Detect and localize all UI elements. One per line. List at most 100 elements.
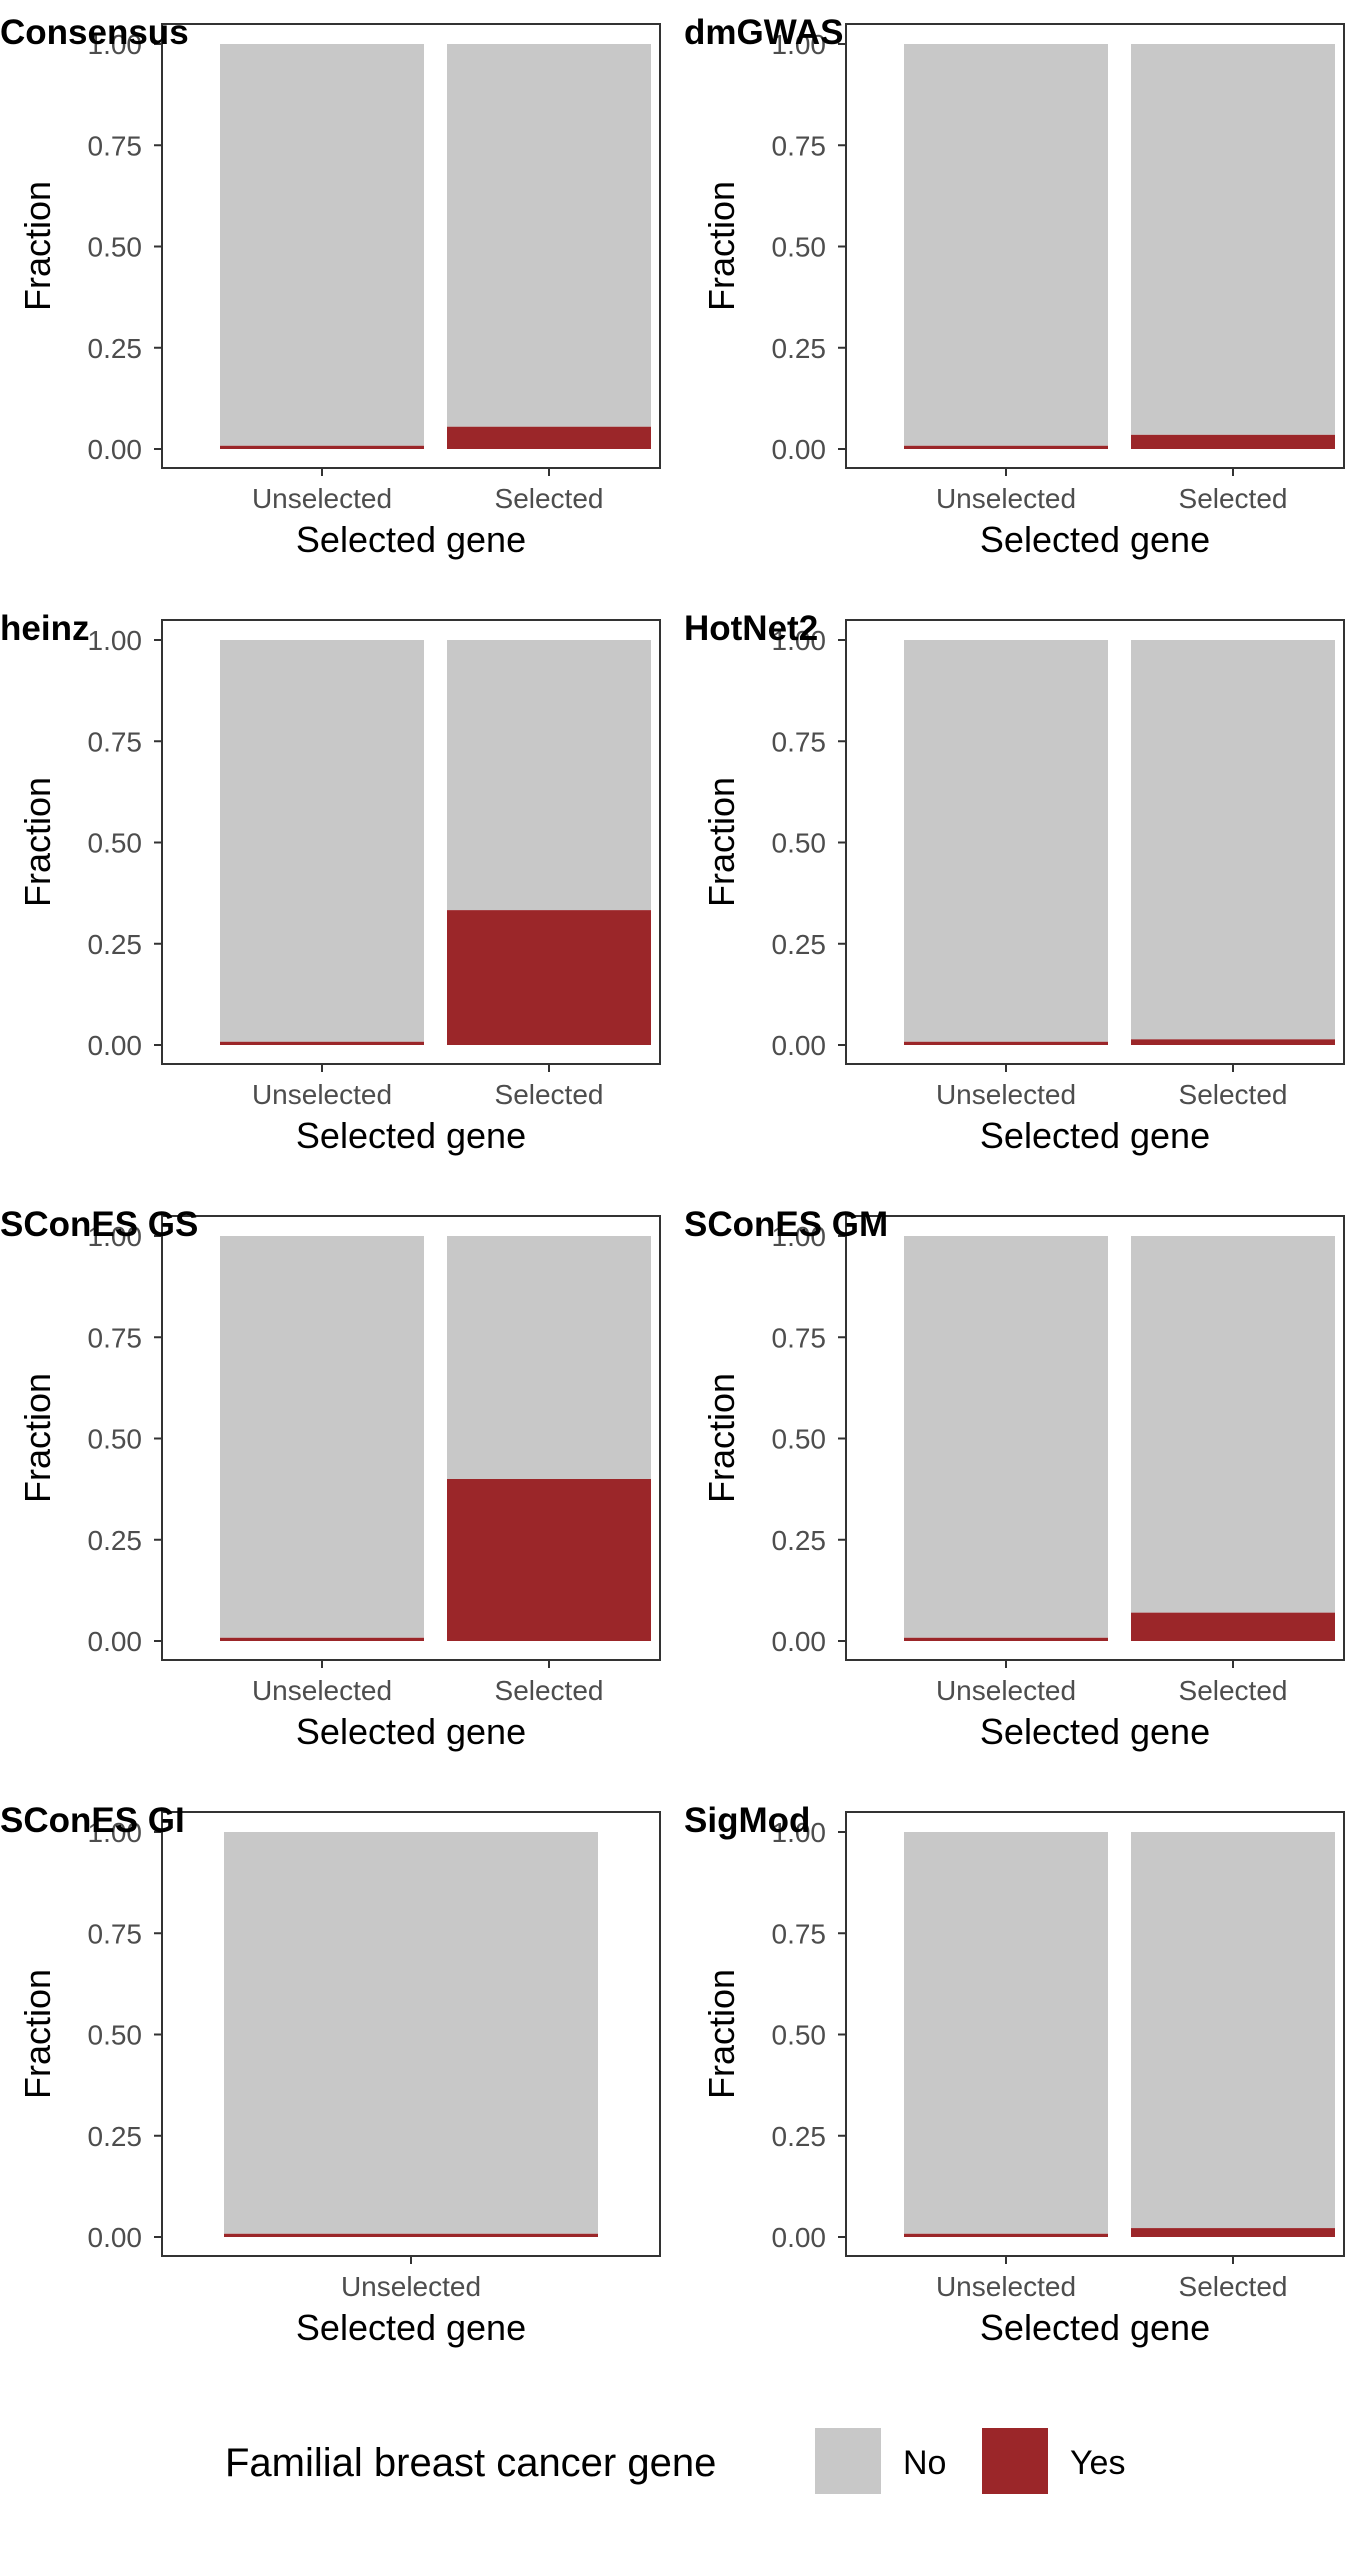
y-axis-title: Fraction xyxy=(701,1373,742,1503)
y-tick-label: 0.50 xyxy=(88,1424,143,1455)
legend-key-yes xyxy=(982,2428,1048,2494)
y-tick-label: 0.00 xyxy=(772,2222,827,2253)
y-tick-label: 0.00 xyxy=(772,1030,827,1061)
y-tick-label: 0.75 xyxy=(772,130,827,161)
bar-yes-heinz-selected xyxy=(447,910,651,1045)
y-tick-label: 0.75 xyxy=(88,1322,143,1353)
y-tick-label: 0.25 xyxy=(88,929,143,960)
y-tick-label: 0.50 xyxy=(88,232,143,263)
x-tick-label: Selected xyxy=(1179,483,1288,514)
x-axis-title: Selected gene xyxy=(980,2307,1210,2348)
bar-yes-consensus-unselected xyxy=(220,445,424,449)
y-tick-label: 1.00 xyxy=(88,1817,143,1848)
panel-title-dmgwas: dmGWAS xyxy=(684,13,843,52)
bar-no-hotnet2-selected xyxy=(1131,640,1335,1040)
y-tick-label: 0.75 xyxy=(772,1322,827,1353)
y-tick-label: 0.25 xyxy=(88,2121,143,2152)
x-tick-label: Unselected xyxy=(936,483,1076,514)
y-axis-title: Fraction xyxy=(17,181,58,311)
legend-title: Familial breast cancer gene xyxy=(225,2441,716,2485)
bar-no-scones-gs-unselected xyxy=(220,1236,424,1638)
bar-yes-scones-gi-unselected xyxy=(224,2233,598,2237)
y-tick-label: 0.25 xyxy=(772,333,827,364)
bar-yes-scones-gs-unselected xyxy=(220,1637,424,1641)
y-tick-label: 1.00 xyxy=(772,1817,827,1848)
x-tick-label: Unselected xyxy=(252,1079,392,1110)
bar-yes-sigmod-unselected xyxy=(904,2233,1108,2237)
panel-title-scones-gi: SConES GI xyxy=(0,1801,185,1840)
x-tick-label: Selected xyxy=(495,483,604,514)
bar-yes-consensus-selected xyxy=(447,426,651,449)
y-tick-label: 0.75 xyxy=(88,130,143,161)
panel-title-hotnet2: HotNet2 xyxy=(684,609,818,648)
legend-label-no: No xyxy=(903,2444,946,2482)
y-tick-label: 0.50 xyxy=(772,828,827,859)
bar-yes-hotnet2-selected xyxy=(1131,1039,1335,1045)
y-tick-label: 1.00 xyxy=(772,1221,827,1252)
y-tick-label: 0.75 xyxy=(772,1918,827,1949)
y-tick-label: 0.25 xyxy=(772,1525,827,1556)
x-axis-title: Selected gene xyxy=(980,1711,1210,1752)
bar-no-consensus-unselected xyxy=(220,44,424,446)
bar-yes-scones-gm-unselected xyxy=(904,1637,1108,1641)
y-tick-label: 0.00 xyxy=(88,1626,143,1657)
bar-no-scones-gs-selected xyxy=(447,1236,651,1479)
y-tick-label: 0.75 xyxy=(88,1918,143,1949)
bar-yes-heinz-unselected xyxy=(220,1041,424,1045)
x-tick-label: Unselected xyxy=(936,1079,1076,1110)
y-axis-title: Fraction xyxy=(17,1969,58,2099)
bar-yes-hotnet2-unselected xyxy=(904,1041,1108,1045)
y-tick-label: 0.00 xyxy=(88,434,143,465)
x-tick-label: Unselected xyxy=(936,1675,1076,1706)
legend-key-no xyxy=(815,2428,881,2494)
bar-no-dmgwas-selected xyxy=(1131,44,1335,435)
bar-no-hotnet2-unselected xyxy=(904,640,1108,1042)
x-axis-title: Selected gene xyxy=(296,1711,526,1752)
panel-title-consensus: Consensus xyxy=(0,13,189,52)
x-tick-label: Selected xyxy=(495,1675,604,1706)
y-tick-label: 0.00 xyxy=(88,2222,143,2253)
x-tick-label: Selected xyxy=(495,1079,604,1110)
x-axis-title: Selected gene xyxy=(980,1115,1210,1156)
bar-yes-scones-gs-selected xyxy=(447,1479,651,1641)
x-axis-title: Selected gene xyxy=(296,2307,526,2348)
y-tick-label: 1.00 xyxy=(772,625,827,656)
y-tick-label: 1.00 xyxy=(88,29,143,60)
bar-yes-scones-gm-selected xyxy=(1131,1612,1335,1641)
bar-yes-sigmod-selected xyxy=(1131,2228,1335,2237)
y-tick-label: 0.00 xyxy=(772,1626,827,1657)
bar-yes-dmgwas-unselected xyxy=(904,445,1108,449)
bar-no-consensus-selected xyxy=(447,44,651,427)
y-tick-label: 1.00 xyxy=(88,1221,143,1252)
panel-title-sigmod: SigMod xyxy=(684,1801,810,1840)
y-tick-label: 0.25 xyxy=(88,333,143,364)
bar-no-heinz-selected xyxy=(447,640,651,911)
x-tick-label: Selected xyxy=(1179,1675,1288,1706)
bar-no-dmgwas-unselected xyxy=(904,44,1108,446)
y-tick-label: 0.50 xyxy=(88,828,143,859)
x-axis-title: Selected gene xyxy=(296,519,526,560)
y-axis-title: Fraction xyxy=(17,1373,58,1503)
y-tick-label: 1.00 xyxy=(88,625,143,656)
bar-no-scones-gm-selected xyxy=(1131,1236,1335,1613)
y-axis-title: Fraction xyxy=(701,1969,742,2099)
x-tick-label: Selected xyxy=(1179,1079,1288,1110)
panel-title-scones-gm: SConES GM xyxy=(684,1205,888,1244)
y-tick-label: 0.25 xyxy=(772,2121,827,2152)
bar-no-scones-gm-unselected xyxy=(904,1236,1108,1638)
y-tick-label: 0.50 xyxy=(88,2020,143,2051)
legend-label-yes: Yes xyxy=(1070,2444,1125,2482)
x-axis-title: Selected gene xyxy=(980,519,1210,560)
y-tick-label: 0.75 xyxy=(88,726,143,757)
y-tick-label: 0.50 xyxy=(772,1424,827,1455)
y-axis-title: Fraction xyxy=(701,181,742,311)
y-tick-label: 0.50 xyxy=(772,232,827,263)
y-tick-label: 0.25 xyxy=(88,1525,143,1556)
x-tick-label: Selected xyxy=(1179,2271,1288,2302)
bar-no-scones-gi-unselected xyxy=(224,1832,598,2234)
bar-no-heinz-unselected xyxy=(220,640,424,1042)
x-axis-title: Selected gene xyxy=(296,1115,526,1156)
x-tick-label: Unselected xyxy=(252,1675,392,1706)
y-axis-title: Fraction xyxy=(701,777,742,907)
